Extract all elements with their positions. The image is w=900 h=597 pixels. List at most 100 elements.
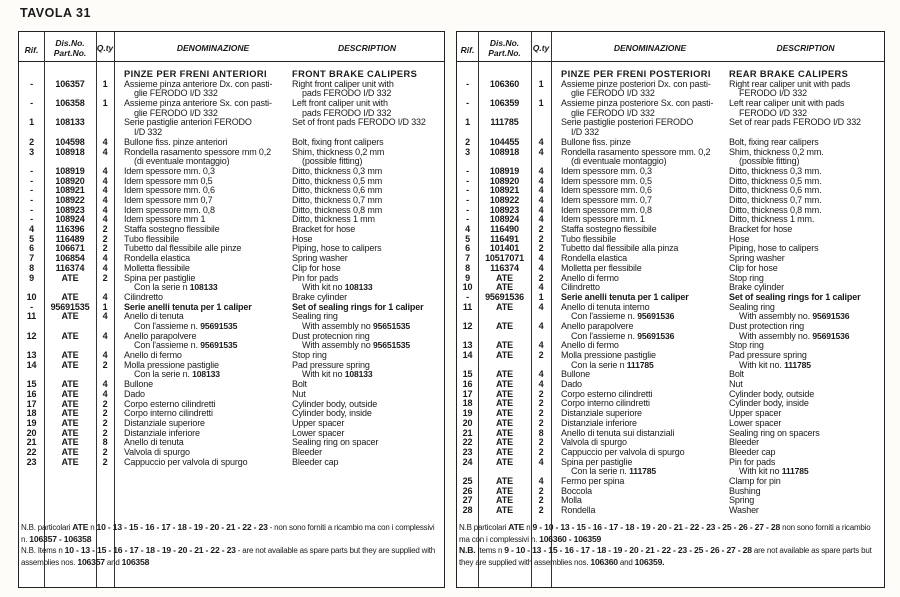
denominazione-line: (di eventuale montaggio) [571,156,667,167]
denominazione-cell: Idem spessore mm. 0,3 [124,166,215,177]
quantity: 4 [102,136,108,147]
description-cell: Right rear caliper unit with pads FERODO … [729,79,850,99]
denominazione-line: Con la serie n 108133 [124,282,218,293]
part-number: ATE [61,417,79,428]
description-line: Upper spacer [292,417,345,428]
rif-number: - [466,165,469,176]
description-line: Ditto, thickness 0,5 mm. [729,175,822,186]
denominazione-cell: Distanziale superiore [561,408,642,419]
part-number: 101401 [489,243,520,254]
header-denominazione: DENOMINAZIONE [613,43,687,53]
description-line: Ditto, thickness 0,7 mm [292,195,383,205]
note-text: N.B particolari [459,523,509,532]
parts-rows: PINZE PER FRENI POSTERIORI REAR BRAKE CAL… [457,69,884,516]
left-parts-table: Rif. Dis.No. Part.No. Q.ty DENOMINAZIONE DESC… [18,31,445,588]
rif-number: - [466,78,469,89]
denominazione-line: Idem spessore mm. 0,8 [124,204,215,215]
table-row: - 108923 4 Idem spessore mm. 0,8 Ditto, thic… [19,204,444,216]
table-row: 22 ATE 2 Valvola di spurgo Bleeder [457,438,884,448]
denominazione-ref-number: 95691536 [637,311,675,322]
part-number: ATE [61,388,79,399]
description-cell: Bleeder [729,438,759,448]
denominazione-cell: Corpo interno cilindretti [124,408,213,419]
quantity: 4 [538,195,544,205]
rif-number: 18 [462,398,473,409]
note-text: non sono forniti a ricambio ma con i com… [459,523,871,544]
description-line: Shim, thickness 0,2 mm. [729,146,824,157]
description-line: Clip for hose [729,262,778,273]
denominazione-cell: Cappuccio per valvola di spurgo [124,457,248,468]
denominazione-line: Tubetto dal flessibile alla pinza [561,243,679,254]
denominazione-line: Spina per pastiglie [561,456,633,467]
rif-number: 17 [462,388,473,399]
description-cell: Clamp for pin [729,476,781,487]
quantity: 2 [538,485,544,496]
part-number: ATE [61,437,79,448]
table-row: 23 ATE 2 Cappuccio per valvola di spurgo Ble… [19,457,444,468]
column-divider [96,32,97,587]
quantity: 2 [102,417,108,428]
description-cell: Upper spacer [292,417,345,429]
denominazione-ref-text: Con l'assieme n. [134,320,201,331]
denominazione-cell: Rondella rasamento spessore mm 0,2 (di ev… [124,146,271,167]
description-cell: Cylinder body, outside [292,399,377,410]
description-line: Spring washer [292,253,348,264]
table-row: 15 ATE 4 Bullone Bolt [19,379,444,390]
denominazione-ref-text: Con la serie n. [134,369,193,380]
denominazione-line: Bullone fiss. pinze [561,136,631,147]
column-divider [114,32,115,587]
part-number: ATE [61,350,79,361]
table-row: - 108919 4 Idem spessore mm. 0,3 Ditto, thic… [457,165,884,177]
description-line: Ditto, thickness 1 mm. [729,214,815,225]
column-divider [551,32,552,587]
table-row: 19 ATE 2 Distanziale superiore Upper spacer [457,408,884,419]
rif-number: - [30,165,33,176]
denominazione-cell: Valvola di spurgo [124,447,190,458]
header-part-no: Part.No. [53,48,87,58]
quantity: 4 [538,301,544,312]
denominazione-cell: Distanziale inferiore [124,428,200,439]
denominazione-line: I/D 332 [571,127,599,138]
quantity: 4 [102,146,108,157]
description-line: Upper spacer [729,408,782,419]
table-row: - 95691535 1 Serie anelli tenuta per 1 cali… [19,302,444,313]
denominazione-cell: Anello di tenuta Con l'assieme n. 9569153… [124,312,237,331]
denominazione-line: Idem spessore mm. 0,6 [124,185,215,196]
note-text: n [524,523,533,532]
rif-number: 24 [462,456,473,467]
part-number: 116490 [490,224,519,235]
denominazione-cell: Staffa sostegno flessibile [124,224,220,235]
part-number: 108133 [55,117,85,128]
description-cell: Bracket for hose [292,224,355,235]
denominazione-line: Molla [561,495,582,506]
table-row: - 106357 1 Assieme pinza anteriore Dx. con … [19,79,444,99]
description-line: Ditto, thickness 0,3 mm. [729,165,822,176]
denominazione-cell: Serie pastiglie anteriori FERODO I/D 332 [124,118,252,137]
table-row: 10 ATE 4 Cilindretto Brake cylinder [19,292,444,303]
description-cell: Set of rear pads FERODO I/D 332 [729,118,861,128]
part-number: ATE [496,446,513,457]
denominazione-cell: Valvola di spurgo [561,438,627,448]
part-number: 108924 [489,214,520,225]
notes: N.B. particolari ATE n 10 - 13 - 15 - 16… [21,522,436,568]
header-qty: Q.ty [96,43,114,53]
quantity: 2 [102,398,108,409]
denominazione-line: Fermo per spina [561,476,625,486]
denominazione-line: Rondella rasamento spessore mm 0,2 [124,146,271,157]
note-text: n [88,523,97,532]
denominazione-line: glie FERODO I/D 332 [134,107,218,118]
table-row: 5 116489 2 Tubo flessibile Hose [19,234,444,245]
description-line: Ditto, thickness 0,7 mm. [729,195,822,205]
denominazione-line: Staffa sostegno flessibile [561,224,657,235]
rif-number: 14 [26,359,37,370]
header-dis-no: Dis.No. [55,38,85,48]
denominazione-cell: Bullone [124,379,153,390]
part-number: ATE [496,350,513,361]
denominazione-cell: Cappuccio per valvola di spurgo [561,447,685,458]
denominazione-cell: Idem spessore mm 0,7 [124,195,213,206]
table-row: 8 116374 4 Molletta per flessibile Clip for … [457,262,884,274]
column-divider [531,32,532,587]
description-cell: Brake cylinder [729,282,784,293]
section-heading: PINZE PER FRENI ANTERIORI FRONT BRAKE CAL… [19,69,444,80]
table-row: - 108921 4 Idem spessore mm. 0,6 Ditto, thic… [457,186,884,196]
